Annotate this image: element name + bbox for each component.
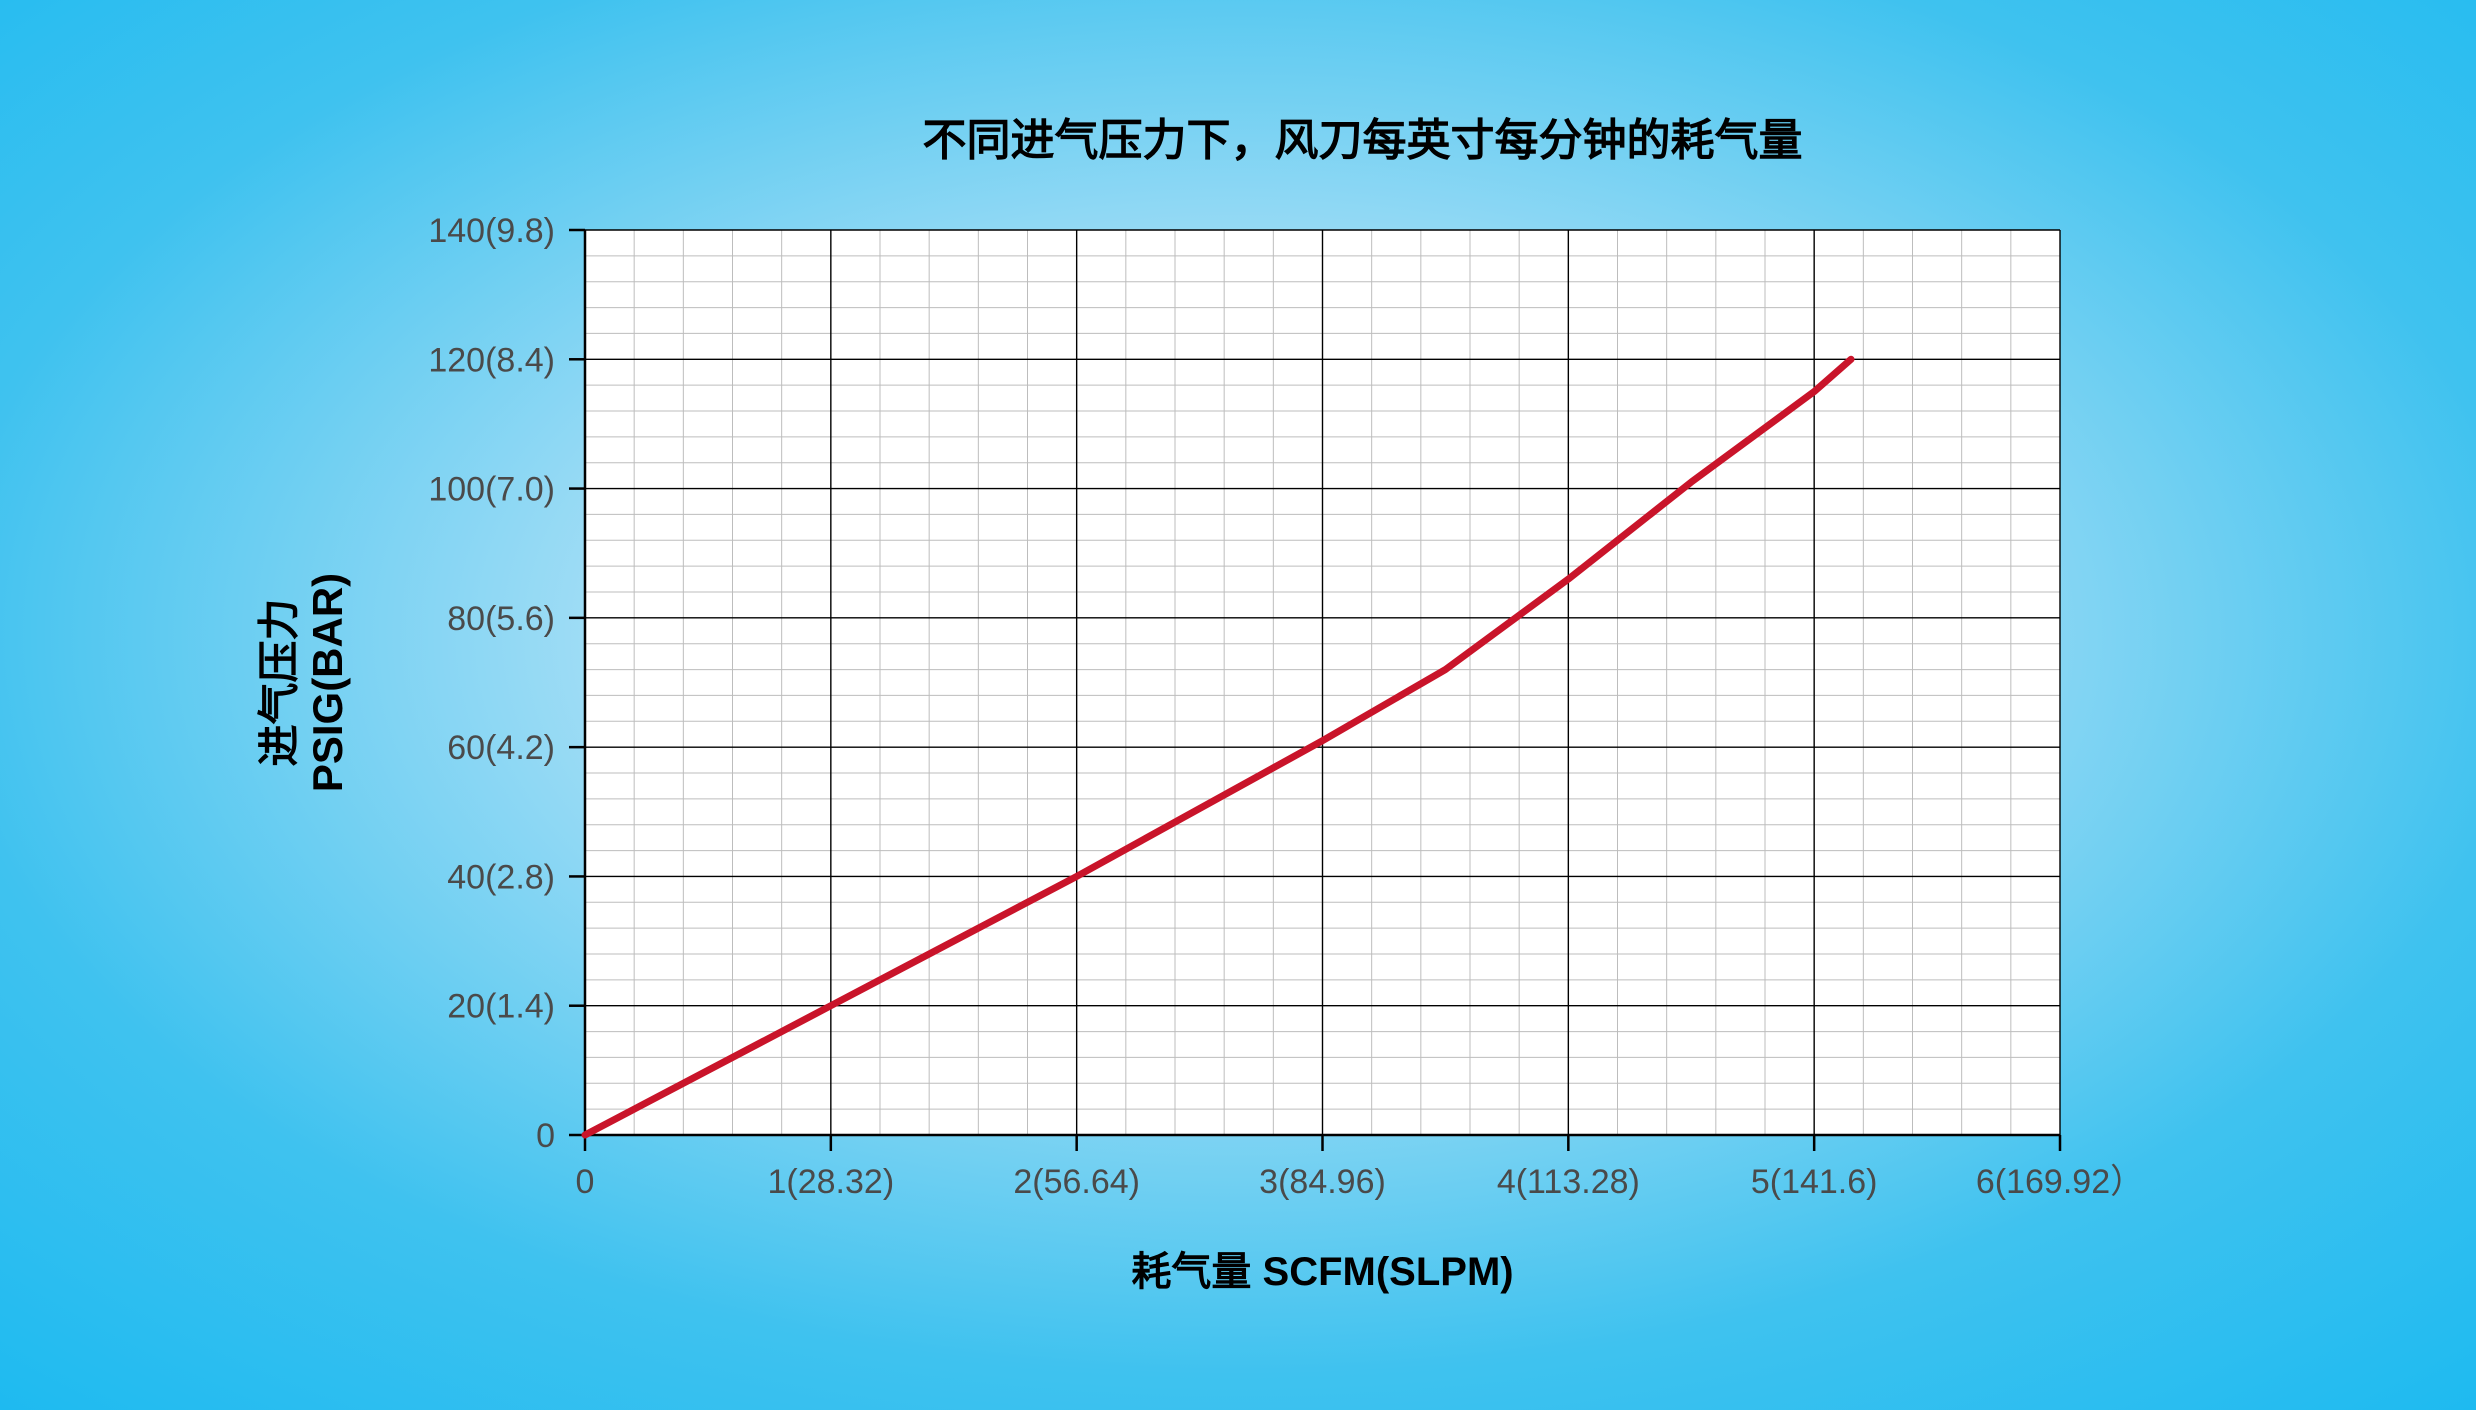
x-tick-label: 0 [576, 1163, 595, 1201]
chart-title: 不同进气压力下，风刀每英寸每分钟的耗气量 [923, 116, 1803, 165]
y-axis-label: 进气压力PSIG(BAR) [256, 573, 351, 792]
chart-svg: 0 1(28.32) 2(56.64) 3(84.96) 4(113.28) 5(141.… [0, 0, 2476, 1410]
x-tick-label: 3(84.96) [1259, 1163, 1386, 1201]
y-tick-label: 140(9.8) [428, 212, 555, 250]
x-tick-label: 5(141.6) [1751, 1163, 1878, 1201]
y-tick-label: 100(7.0) [428, 471, 555, 509]
x-tick-label: 1(28.32) [768, 1163, 895, 1201]
x-tick-label: 4(113.28) [1497, 1163, 1640, 1201]
chart-container: 0 1(28.32) 2(56.64) 3(84.96) 4(113.28) 5(141.… [0, 0, 2476, 1410]
x-axis-label: 耗气量 SCFM(SLPM) [1131, 1250, 1513, 1294]
y-tick-label: 40(2.8) [447, 858, 555, 896]
y-tick-label: 20(1.4) [447, 988, 555, 1026]
x-tick-label: 2(56.64) [1013, 1163, 1140, 1201]
y-tick-label: 0 [536, 1117, 555, 1155]
y-tick-label: 80(5.6) [447, 600, 555, 638]
x-tick-label: 6(169.92） [1976, 1163, 2144, 1201]
y-tick-label: 120(8.4) [428, 341, 555, 379]
y-tick-label: 60(4.2) [447, 729, 555, 767]
